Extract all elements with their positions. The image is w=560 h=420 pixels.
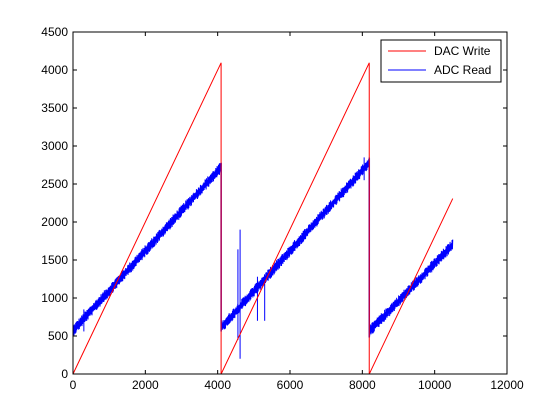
legend-label-adc-read: ADC Read <box>434 63 491 77</box>
x-tick-label: 12000 <box>490 378 524 392</box>
x-tick-label: 6000 <box>277 378 304 392</box>
plot-frame <box>72 31 508 375</box>
y-tick-label: 3500 <box>41 101 68 115</box>
y-tick-label: 2500 <box>41 177 68 191</box>
axis-layer: 0 2000 4000 6000 8000 10000 12000 0 500 1000 1500 2… <box>41 25 524 392</box>
y-tick-label: 1500 <box>41 253 68 267</box>
legend-box <box>380 39 502 83</box>
y-tick-label: 500 <box>48 329 68 343</box>
legend: DAC Write ADC Read <box>380 39 502 83</box>
y-tick-label: 4500 <box>41 25 68 39</box>
x-tick-label: 0 <box>70 378 77 392</box>
y-tick-label: 1000 <box>41 291 68 305</box>
y-tick-label: 4000 <box>41 63 68 77</box>
x-tick-label: 2000 <box>132 378 159 392</box>
x-tick-label: 4000 <box>204 378 231 392</box>
x-tick-label: 10000 <box>418 378 452 392</box>
y-tick-label: 0 <box>61 367 68 381</box>
legend-label-dac-write: DAC Write <box>434 44 491 58</box>
adc-read-segment <box>220 157 370 331</box>
plot-area <box>73 32 507 374</box>
adc-read-segment <box>368 239 454 337</box>
x-tick-label: 8000 <box>349 378 376 392</box>
y-tick-label: 2000 <box>41 215 68 229</box>
adc-read-segment <box>72 163 222 336</box>
y-tick-label: 3000 <box>41 139 68 153</box>
